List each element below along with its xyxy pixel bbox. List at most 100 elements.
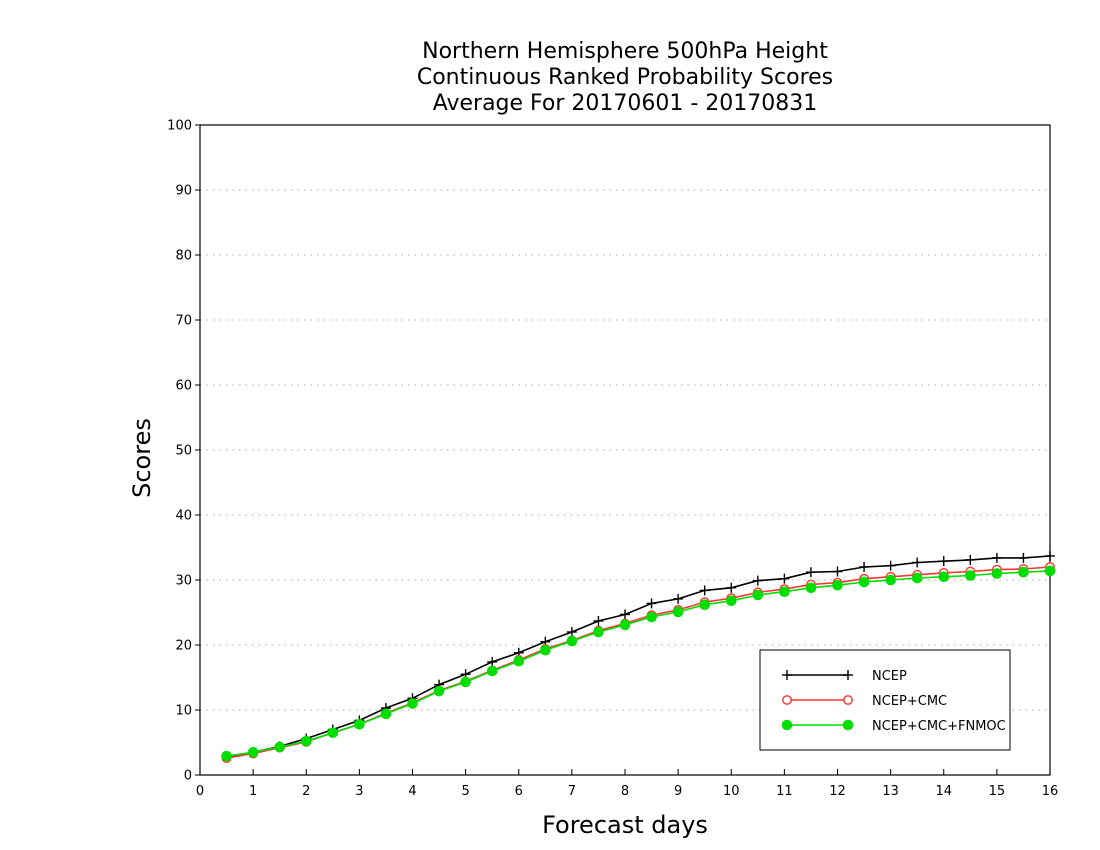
legend-item: NCEP+CMC [782, 694, 947, 709]
data-point [911, 572, 923, 584]
data-point [965, 554, 976, 565]
data-point [938, 556, 949, 567]
y-tick-label: 10 [175, 704, 192, 719]
x-tick-label: 4 [408, 784, 416, 799]
data-point [885, 560, 896, 571]
y-tick-label: 80 [175, 249, 192, 264]
legend-marker [782, 695, 792, 705]
x-tick-label: 7 [568, 784, 576, 799]
data-point [885, 574, 896, 586]
y-tick-label: 20 [175, 639, 192, 654]
x-tick-label: 14 [935, 784, 952, 799]
data-point [274, 741, 285, 753]
data-point [832, 566, 843, 577]
legend-label: NCEP+CMC+FNMOC [872, 719, 1006, 734]
data-point [912, 557, 923, 568]
data-point [354, 719, 365, 730]
data-point [646, 611, 657, 623]
x-tick-label: 12 [829, 784, 846, 799]
y-tick-label: 90 [175, 184, 192, 199]
legend-item: NCEP+CMC+FNMOC [781, 719, 1006, 734]
data-point [221, 750, 232, 762]
x-tick-label: 11 [776, 784, 793, 799]
x-tick-label: 0 [196, 784, 204, 799]
x-tick-label: 10 [723, 784, 740, 799]
data-point [673, 593, 684, 604]
data-point [566, 627, 577, 637]
data-point [380, 708, 392, 720]
x-tick-label: 2 [302, 784, 310, 799]
y-tick-label: 60 [175, 379, 192, 394]
legend-marker [843, 670, 853, 680]
chart-title: Northern Hemisphere 500hPa HeightContinu… [417, 39, 833, 116]
data-point [619, 619, 631, 631]
x-tick-label: 16 [1042, 784, 1059, 799]
data-point [699, 599, 710, 611]
data-point [1018, 566, 1029, 578]
data-point [620, 609, 630, 620]
data-point [752, 575, 763, 586]
legend-marker [842, 719, 854, 731]
data-point [1045, 550, 1055, 561]
x-axis-label: Forecast days [542, 811, 708, 839]
data-point [672, 606, 684, 618]
data-point [859, 562, 870, 572]
y-tick-label: 30 [175, 574, 192, 589]
data-point [327, 727, 339, 739]
data-point [725, 595, 737, 607]
data-point [1018, 552, 1029, 563]
data-point [486, 665, 498, 677]
x-tick-label: 5 [461, 784, 469, 799]
data-point [805, 567, 816, 578]
data-point [566, 635, 578, 647]
data-point [779, 586, 790, 598]
legend-marker [782, 670, 792, 680]
x-tick-label: 15 [989, 784, 1006, 799]
data-point [407, 698, 418, 709]
x-tick-label: 1 [249, 784, 257, 799]
data-point [832, 579, 843, 591]
x-tick-label: 9 [674, 784, 682, 799]
data-point [991, 552, 1002, 563]
x-tick-label: 8 [621, 784, 629, 799]
x-axis: 0 1 2 3 4 5 6 7 8 9 10 11 12 13 14 15 16 [196, 769, 1058, 799]
title-line-2: Continuous Ranked Probability Scores [417, 65, 833, 90]
y-tick-label: 40 [175, 509, 192, 524]
series-ncep-cmc-fnmoc [221, 565, 1056, 762]
data-point [991, 568, 1003, 579]
data-point [540, 644, 551, 656]
y-axis: 0 10 20 30 40 50 60 70 80 90 100 [167, 119, 200, 784]
legend-marker [781, 719, 793, 731]
y-tick-label: 100 [167, 119, 192, 134]
legend-marker [843, 695, 853, 705]
data-point [247, 746, 259, 758]
legend: NCEP NCEP+CMC NCEP+CMC+FNMOC [759, 649, 1011, 751]
data-point [779, 573, 790, 584]
data-point [752, 589, 764, 601]
data-point [646, 598, 657, 609]
title-line-3: Average For 20170601 - 20170831 [433, 91, 818, 116]
data-point [726, 582, 737, 593]
data-point [593, 626, 604, 638]
series [221, 550, 1056, 763]
data-point [487, 656, 498, 667]
y-axis-label: Scores [128, 418, 156, 498]
x-tick-label: 13 [882, 784, 899, 799]
y-tick-label: 70 [175, 314, 192, 329]
data-point [938, 571, 950, 583]
legend-item: NCEP [782, 669, 907, 684]
x-tick-label: 3 [355, 784, 363, 799]
data-point [699, 585, 710, 596]
data-point [1044, 565, 1056, 577]
data-point [460, 676, 471, 688]
title-line-1: Northern Hemisphere 500hPa Height [422, 39, 828, 64]
data-point [858, 576, 870, 588]
data-point [593, 615, 604, 626]
data-point [433, 685, 445, 697]
data-point [805, 582, 817, 594]
data-point [965, 570, 976, 581]
data-point [300, 735, 312, 747]
legend-label: NCEP [872, 669, 907, 684]
y-tick-label: 0 [184, 769, 192, 784]
data-point [513, 655, 525, 667]
